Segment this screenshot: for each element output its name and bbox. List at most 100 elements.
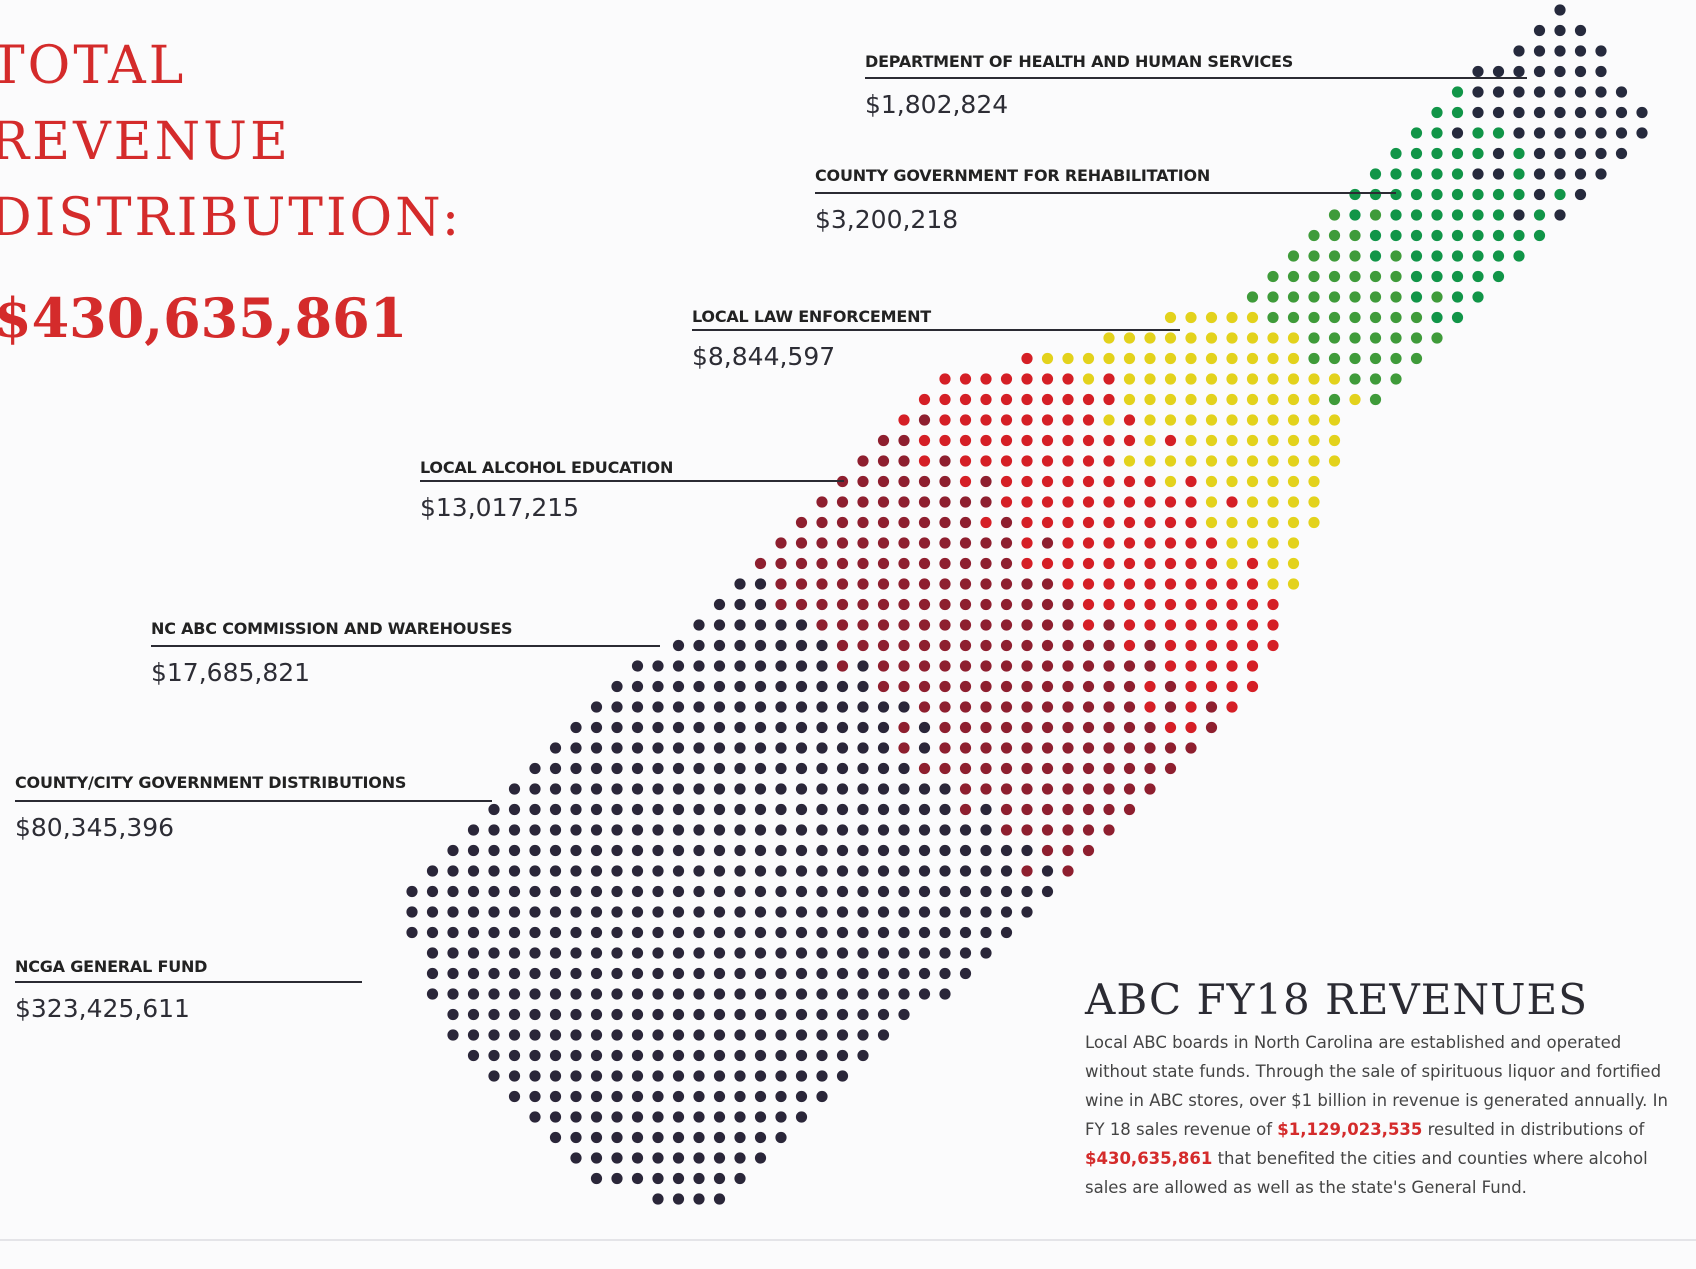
bottle-dot: [1554, 148, 1565, 159]
bottle-dot: [1124, 722, 1135, 733]
bottle-dot: [898, 660, 909, 671]
bottle-dot: [427, 886, 438, 897]
bottle-dot: [837, 865, 848, 876]
bottle-dot: [837, 558, 848, 569]
bottle-dot: [529, 1009, 540, 1020]
bottle-dot: [1206, 640, 1217, 651]
bottle-dot: [734, 619, 745, 630]
bottle-dot: [570, 783, 581, 794]
bottle-dot: [1595, 107, 1606, 118]
bottle-dot: [447, 906, 458, 917]
bottle-dot: [1103, 435, 1114, 446]
bottle-dot: [939, 373, 950, 384]
bottle-dot: [816, 681, 827, 692]
bottle-dot: [939, 619, 950, 630]
bottle-dot: [1226, 517, 1237, 528]
bottle-dot: [632, 865, 643, 876]
bottle-dot: [796, 701, 807, 712]
bottle-dot: [673, 927, 684, 938]
bottle-dot: [857, 701, 868, 712]
bottle-dot: [898, 988, 909, 999]
bottle-dot: [1636, 107, 1647, 118]
bottle-dot: [591, 804, 602, 815]
bottle-dot: [1001, 722, 1012, 733]
bottle-dot: [714, 804, 725, 815]
bottle-dot: [1349, 209, 1360, 220]
bottle-dot: [673, 804, 684, 815]
bottle-dot: [1267, 373, 1278, 384]
bottle-dot: [919, 394, 930, 405]
bottle-dot: [919, 701, 930, 712]
bottle-dot: [1513, 86, 1524, 97]
bottle-dot: [714, 886, 725, 897]
bottle-dot: [1349, 353, 1360, 364]
bottle-dot: [1144, 332, 1155, 343]
bottle-dot: [1472, 107, 1483, 118]
bottle-dot: [980, 824, 991, 835]
bottle-dot: [1165, 681, 1176, 692]
bottle-dot: [960, 783, 971, 794]
bottle-dot: [1062, 353, 1073, 364]
bottle-dot: [755, 1132, 766, 1143]
bottle-dot: [1042, 681, 1053, 692]
bottle-dot: [734, 845, 745, 856]
bottle-dot: [980, 599, 991, 610]
bottle-dot: [1001, 517, 1012, 528]
bottle-dot: [898, 947, 909, 958]
bottle-dot: [488, 1050, 499, 1061]
bottle-dot: [673, 906, 684, 917]
bottle-dot: [1390, 168, 1401, 179]
bottle-dot: [714, 619, 725, 630]
bottle-dot: [550, 1009, 561, 1020]
bottle-dot: [1267, 455, 1278, 466]
bottle-dot: [775, 824, 786, 835]
bottle-dot: [898, 578, 909, 589]
distribution-amount: $17,685,821: [151, 658, 310, 687]
bottle-dot: [1267, 312, 1278, 323]
bottle-dot: [632, 1132, 643, 1143]
bottle-dot: [1370, 353, 1381, 364]
bottle-dot: [1165, 640, 1176, 651]
bottle-dot: [1042, 373, 1053, 384]
bottle-dot: [796, 1091, 807, 1102]
bottle-dot: [550, 886, 561, 897]
page: TOTAL REVENUE DISTRIBUTION: $430,635,861…: [0, 0, 1696, 1269]
bottle-dot: [570, 763, 581, 774]
bottle-dot: [980, 619, 991, 630]
bottle-dot: [878, 619, 889, 630]
bottle-dot: [693, 804, 704, 815]
bottle-dot: [734, 865, 745, 876]
bottle-dot: [960, 619, 971, 630]
bottle-dot: [1083, 578, 1094, 589]
bottle-dot: [734, 1050, 745, 1061]
bottle-dot: [591, 1132, 602, 1143]
bottle-dot: [714, 722, 725, 733]
bottle-dot: [1247, 353, 1258, 364]
bottle-dot: [550, 742, 561, 753]
bottle-dot: [1206, 414, 1217, 425]
bottle-dot: [1062, 640, 1073, 651]
bottle-dot: [693, 640, 704, 651]
bottle-dot: [1062, 865, 1073, 876]
bottle-dot: [898, 701, 909, 712]
bottle-dot: [611, 968, 622, 979]
bottle-dot: [1124, 414, 1135, 425]
bottle-dot: [468, 1029, 479, 1040]
bottle-dot: [1575, 168, 1586, 179]
bottle-dot: [611, 1091, 622, 1102]
bottle-dot: [1349, 373, 1360, 384]
bottle-dot: [1247, 660, 1258, 671]
bottle-dot: [1185, 353, 1196, 364]
bottle-dot: [1370, 291, 1381, 302]
bottle-dot: [1021, 435, 1032, 446]
bottle-dot: [1206, 599, 1217, 610]
bottle-dot: [775, 722, 786, 733]
bottle-dot: [857, 824, 868, 835]
bottle-dot: [1165, 578, 1176, 589]
bottle-dot: [550, 1111, 561, 1122]
bottle-dot: [734, 1091, 745, 1102]
bottle-dot: [1390, 271, 1401, 282]
bottle-dot: [1226, 558, 1237, 569]
bottle-dot: [980, 394, 991, 405]
bottle-dot: [714, 927, 725, 938]
